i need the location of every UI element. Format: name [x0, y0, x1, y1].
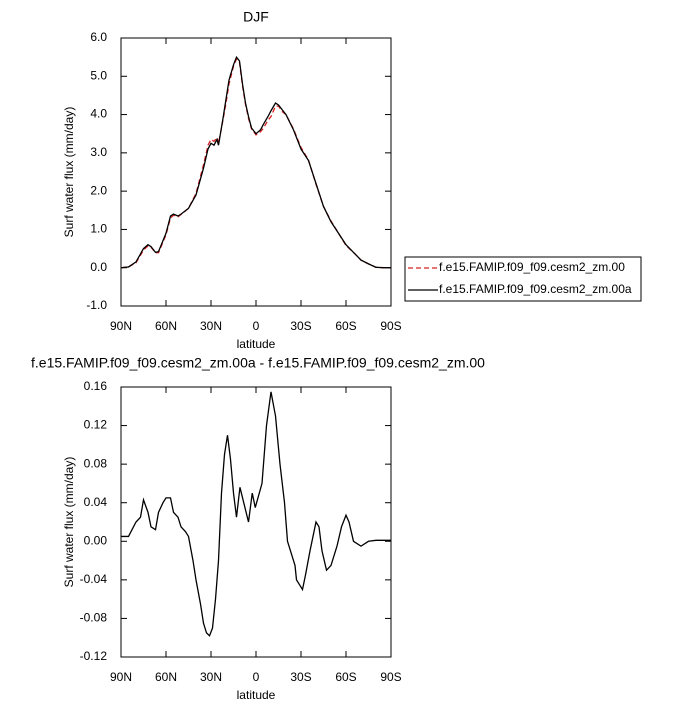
- y-tick-label: 3.0: [90, 145, 107, 159]
- x-tick-label: 0: [253, 319, 260, 333]
- y-tick-label: -1.0: [86, 298, 107, 312]
- x-axis-label: latitude: [237, 688, 276, 702]
- data-line: [120, 57, 391, 269]
- legend-label: f.e15.FAMIP.f09_f09.cesm2_zm.00a: [439, 282, 632, 296]
- x-tick-label: 30S: [290, 670, 311, 684]
- y-tick-label: -0.08: [80, 611, 108, 625]
- legend-frame: [404, 256, 642, 302]
- y-tick-label: 4.0: [90, 107, 107, 121]
- legend-label: f.e15.FAMIP.f09_f09.cesm2_zm.00: [439, 260, 625, 274]
- y-tick-label: 0.16: [84, 379, 108, 393]
- y-tick-label: 0.00: [84, 533, 108, 547]
- x-tick-label: 90S: [380, 319, 401, 333]
- plot-frame: [120, 386, 392, 658]
- data-line: [121, 391, 391, 637]
- x-tick-label: 30N: [200, 319, 222, 333]
- x-tick-label: 90N: [110, 670, 132, 684]
- chart-title: f.e15.FAMIP.f09_f09.cesm2_zm.00a - f.e15…: [31, 355, 485, 371]
- x-axis-label: latitude: [237, 337, 276, 351]
- y-axis-label: Surf water flux (mm/day): [62, 457, 76, 588]
- x-tick-label: 90S: [380, 670, 401, 684]
- x-tick-label: 0: [253, 670, 260, 684]
- x-tick-label: 90N: [110, 319, 132, 333]
- chart-title: DJF: [243, 9, 269, 25]
- x-tick-label: 60S: [335, 319, 356, 333]
- x-tick-label: 60N: [155, 319, 177, 333]
- x-tick-label: 60N: [155, 670, 177, 684]
- y-tick-label: 2.0: [90, 183, 107, 197]
- x-tick-label: 30N: [200, 670, 222, 684]
- y-axis-label: Surf water flux (mm/day): [62, 107, 76, 238]
- y-tick-label: -0.12: [80, 649, 108, 663]
- y-tick-label: 1.0: [90, 222, 107, 236]
- x-tick-label: 60S: [335, 670, 356, 684]
- plot-frame: [120, 37, 392, 307]
- data-line: [120, 55, 391, 269]
- y-tick-label: 5.0: [90, 68, 107, 82]
- y-tick-label: 0.0: [90, 260, 107, 274]
- y-tick-label: 0.08: [84, 456, 108, 470]
- y-tick-label: -0.04: [80, 572, 108, 586]
- y-tick-label: 0.12: [84, 418, 108, 432]
- y-tick-label: 0.04: [84, 495, 108, 509]
- y-tick-label: 6.0: [90, 30, 107, 44]
- x-tick-label: 30S: [290, 319, 311, 333]
